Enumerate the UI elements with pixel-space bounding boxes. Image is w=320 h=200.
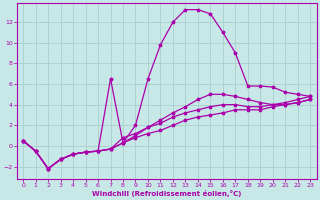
X-axis label: Windchill (Refroidissement éolien,°C): Windchill (Refroidissement éolien,°C) <box>92 190 241 197</box>
